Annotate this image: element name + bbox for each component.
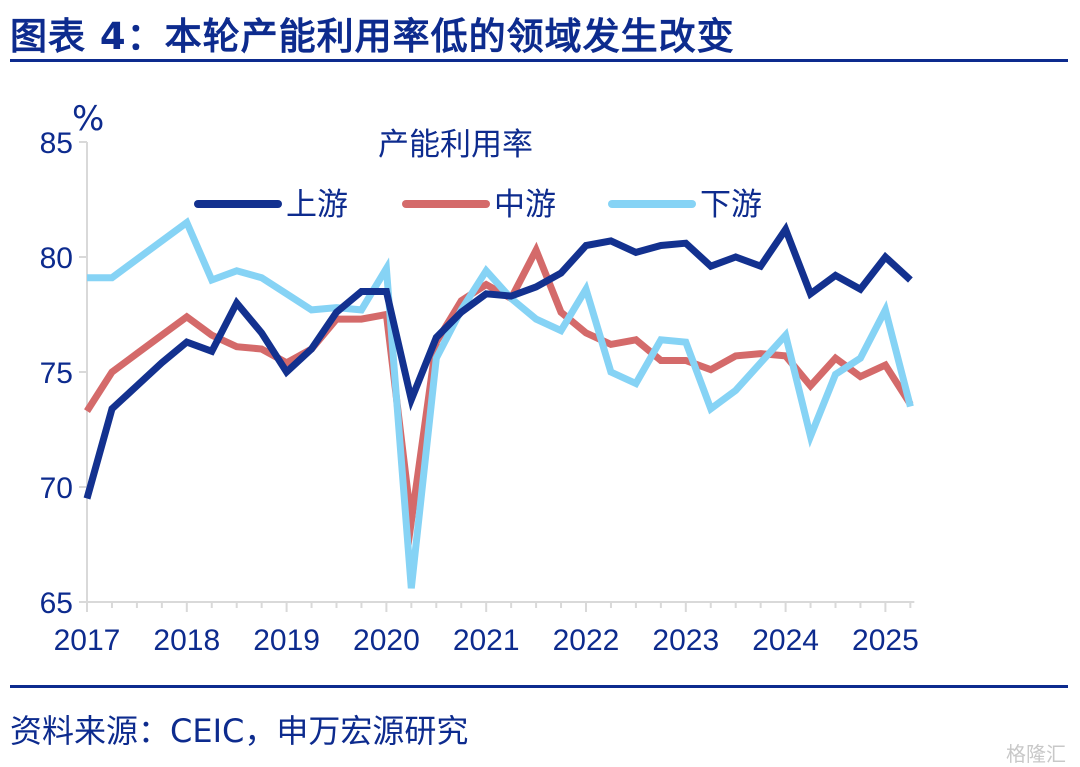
legend-label-downstream: 下游: [700, 187, 762, 223]
x-tick-label: 2024: [752, 624, 819, 657]
series-line-midstream: [84, 241, 914, 549]
y-tick-label: 85: [40, 127, 73, 160]
legend-label-upstream: 上游: [286, 187, 348, 223]
y-tick-label: 75: [40, 357, 73, 390]
x-tick-label: 2017: [54, 624, 121, 657]
x-tick-label: 2021: [453, 624, 520, 657]
legend-label-midstream: 中游: [494, 187, 556, 223]
watermark-text: 格隆汇: [1006, 742, 1066, 766]
y-axis-unit: %: [72, 99, 104, 139]
source-note: 资料来源：CEIC，申万宏源研究: [10, 712, 469, 750]
x-tick-label: 2018: [153, 624, 220, 657]
series-line-downstream: [87, 217, 914, 589]
chart-legend: 上游 中游 下游: [194, 187, 762, 223]
header-rule: [10, 59, 1068, 62]
chart-axes: 65 70 75 80 85 2017 2018 2019 2020 2021 2022 2023 20…: [40, 127, 919, 657]
x-tick-label: 2023: [652, 624, 719, 657]
chart-title: 产能利用率: [378, 127, 533, 163]
chart-series: [83, 217, 914, 589]
series-line-upstream: [83, 221, 913, 500]
y-tick-label: 80: [40, 242, 73, 275]
y-tick-label: 70: [40, 472, 73, 505]
footer-rule: [10, 685, 1068, 688]
chart-figure-title: 图表 4：本轮产能利用率低的领域发生改变: [10, 15, 735, 58]
line-chart: 65 70 75 80 85 2017 2018 2019 2020 2021 2022 2023 20…: [40, 99, 919, 657]
y-tick-label: 65: [40, 587, 73, 620]
x-tick-label: 2022: [553, 624, 620, 657]
x-tick-label: 2019: [253, 624, 320, 657]
x-tick-label: 2020: [353, 624, 420, 657]
x-tick-label: 2025: [852, 624, 919, 657]
